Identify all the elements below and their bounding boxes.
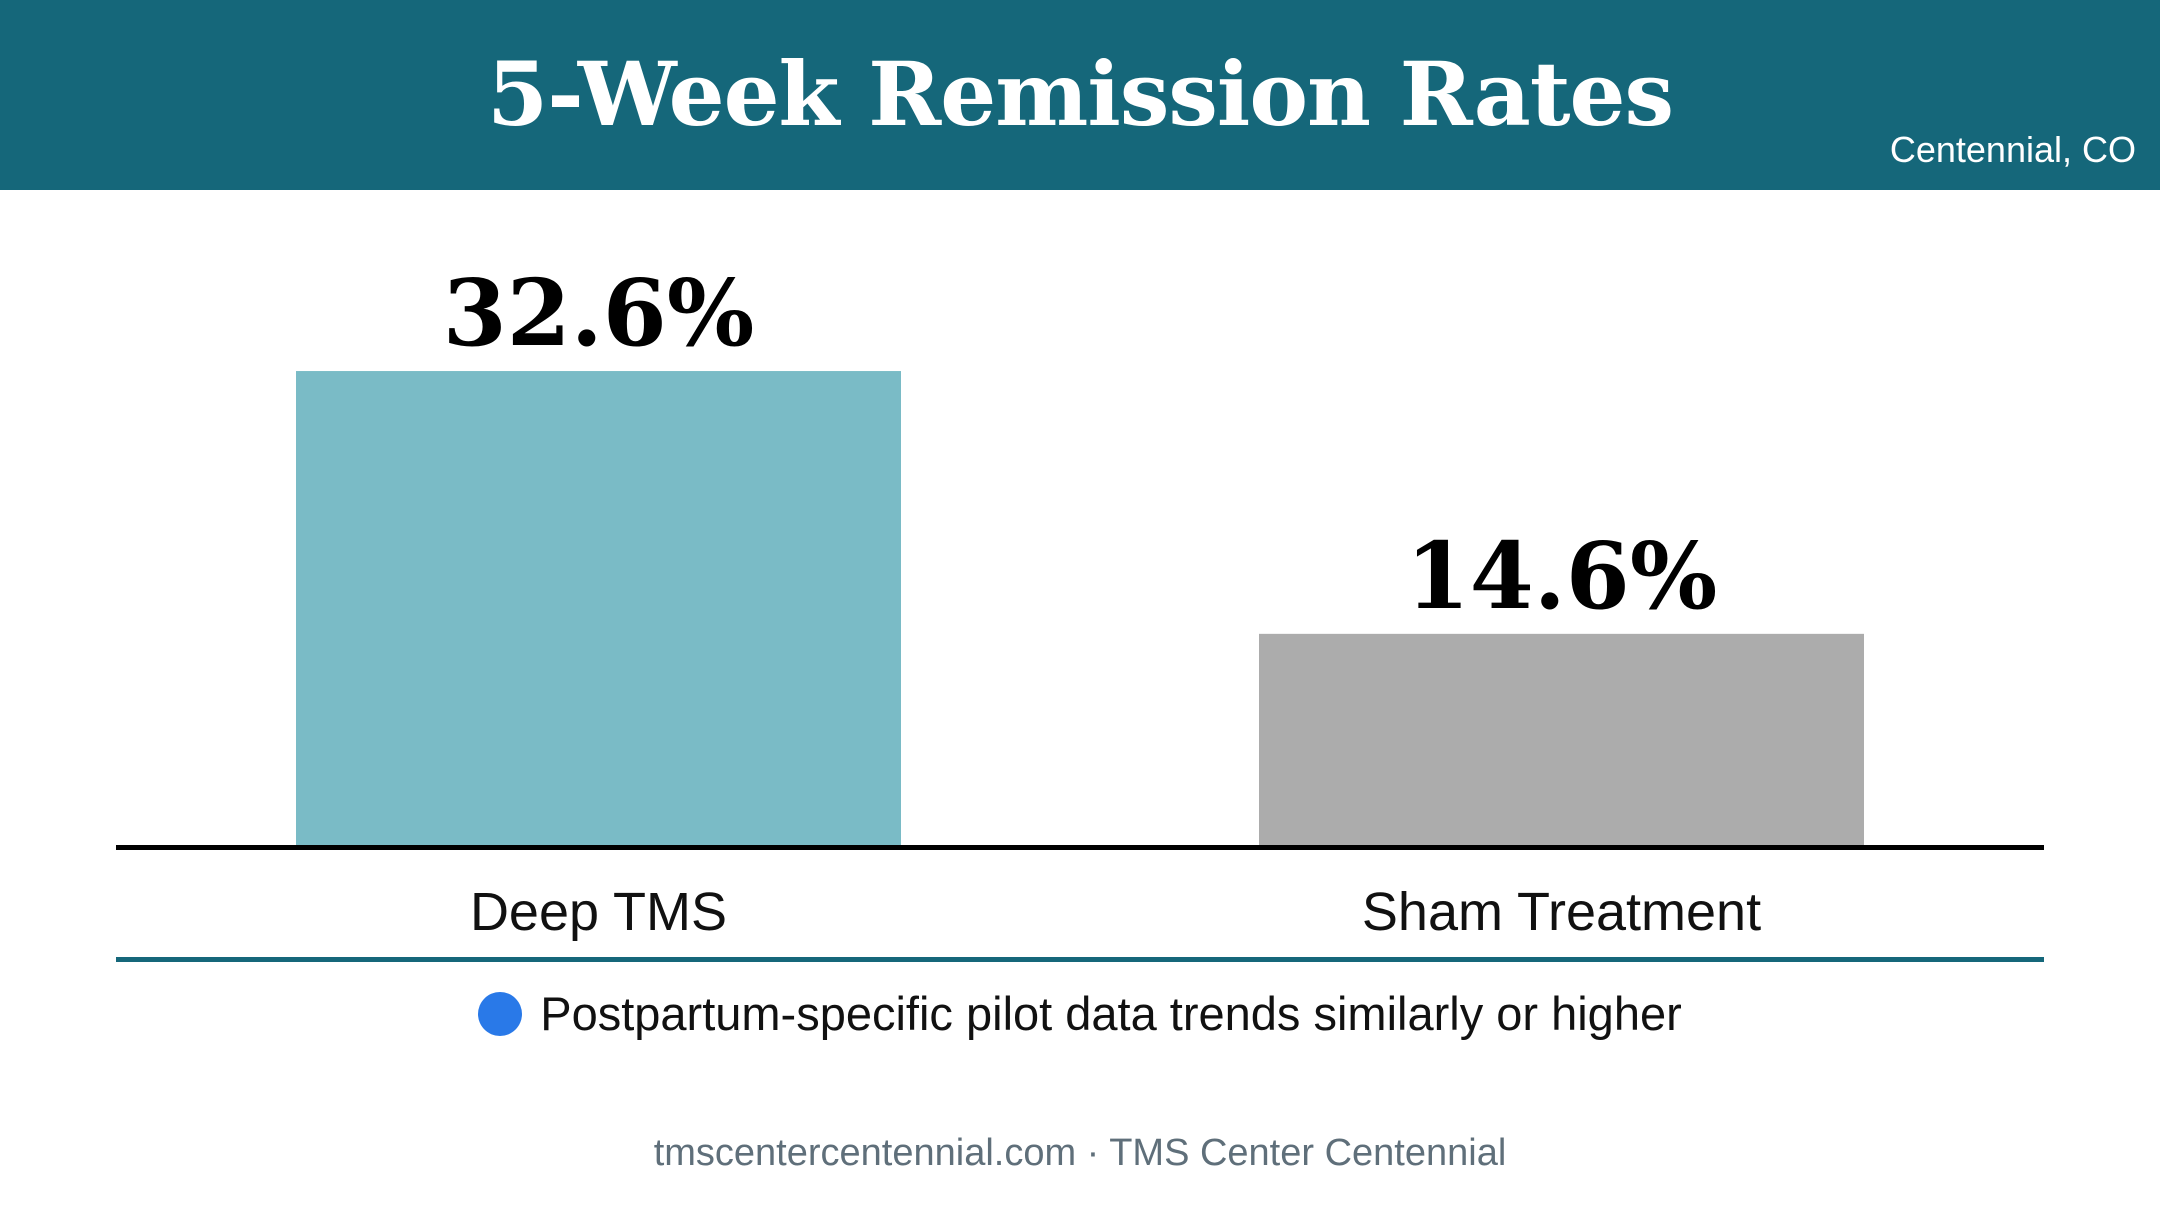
bar-deep-tms [296,371,901,847]
footer-credit: tmscentercentennial.com · TMS Center Cen… [653,1132,1507,1174]
category-label-sham-treatment: Sham Treatment [1362,882,1761,942]
bar-chart: 32.6% Deep TMS 14.6% Sham Treatment [116,259,2044,962]
header-banner: 5-Week Remission Rates Centennial, CO [0,0,2160,190]
chart-title: 5-Week Remission Rates [486,42,1674,146]
bar-sham-treatment [1259,633,1864,847]
value-label-sham-treatment: 14.6% [1406,522,1718,630]
category-label-deep-tms: Deep TMS [470,882,727,942]
location-label: Centennial, CO [1889,129,2136,170]
footnote: Postpartum-specific pilot data trends si… [0,984,2160,1044]
value-label-deep-tms: 32.6% [443,259,755,367]
blue-dot-icon [478,992,523,1036]
x-axis-baseline [116,845,2044,850]
footnote-text: Postpartum-specific pilot data trends si… [540,987,1682,1040]
section-divider [116,957,2044,962]
